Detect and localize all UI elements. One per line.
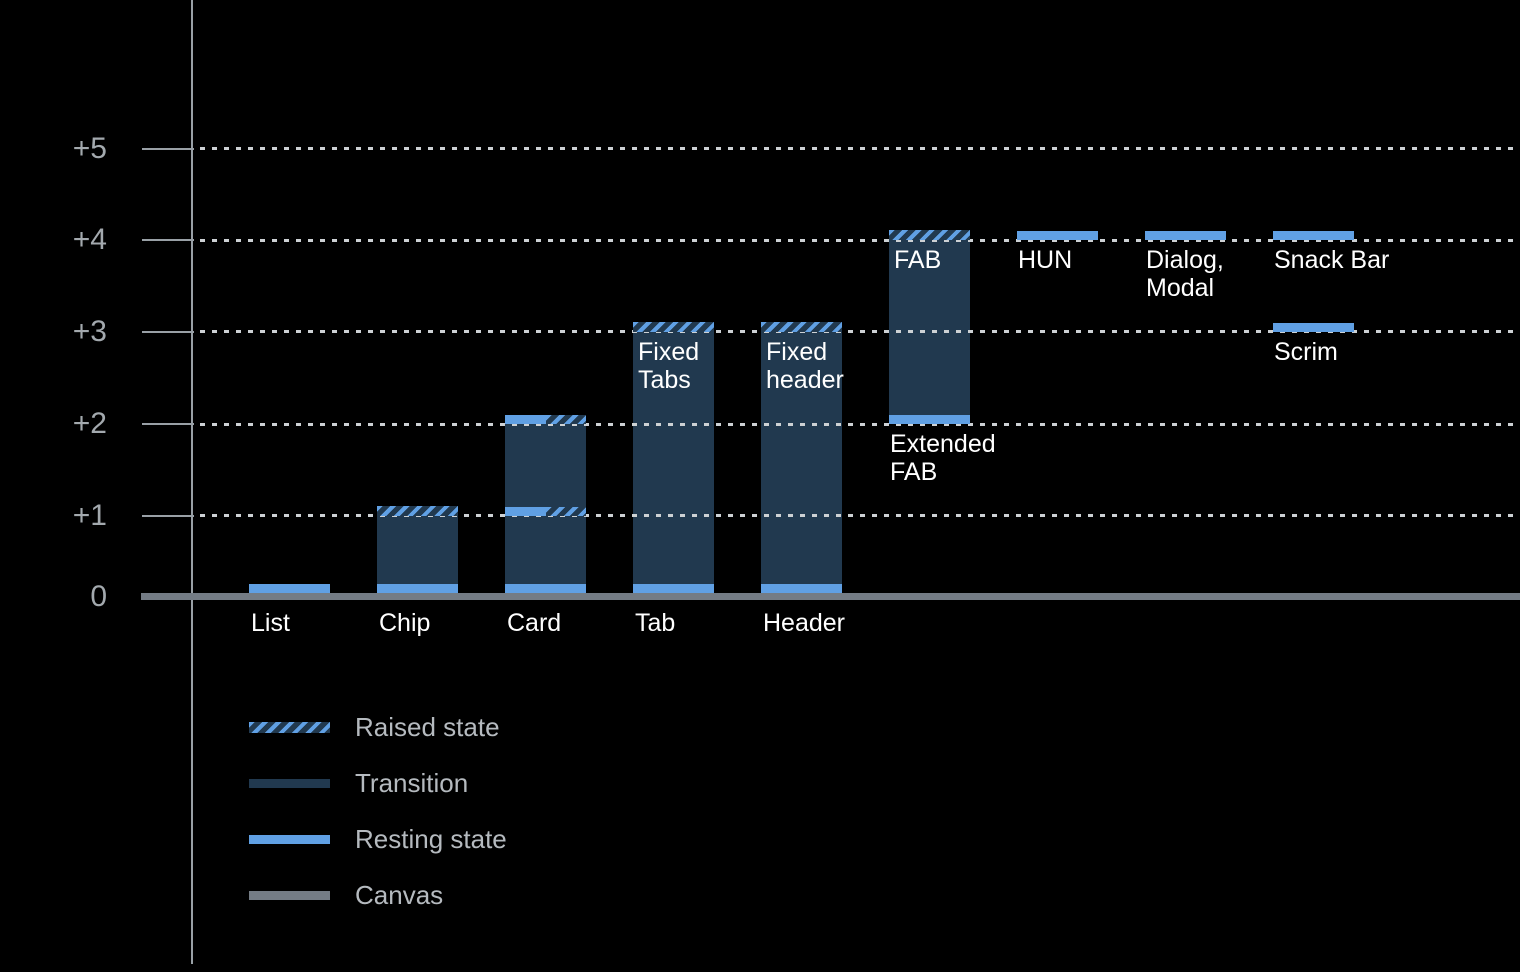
bar-dialog-modal-resting — [1145, 231, 1226, 240]
legend-label-resting: Resting state — [355, 823, 507, 854]
gridline-+1 — [200, 514, 1520, 517]
legend-label-raised: Raised state — [355, 711, 500, 742]
axis-tick-+1 — [142, 514, 194, 517]
canvas-baseline — [141, 593, 1520, 600]
bar-list-resting — [249, 584, 330, 593]
bar-label-line: Fixed — [638, 337, 700, 366]
bar-label-line: Scrim — [1274, 337, 1338, 366]
legend-label-transition: Transition — [355, 767, 469, 798]
bar-header-transition — [761, 331, 842, 584]
bar-fab-transition — [889, 240, 970, 415]
bar-label-line: FAB — [890, 458, 938, 486]
bar-label-line: Tabs — [638, 365, 691, 394]
legend-swatch-transition — [249, 778, 330, 788]
legend-item-canvas: Canvas — [249, 880, 443, 910]
axis-tick-+2 — [142, 423, 194, 425]
bar-label-tab: Tab — [635, 609, 675, 637]
axis-tick-+3 — [142, 330, 194, 333]
bar-label-fab: Extended FAB — [890, 430, 996, 486]
bar-label-card: Card — [507, 609, 561, 637]
bar-hun-resting — [1017, 231, 1098, 240]
axis-label-0: 0 — [90, 580, 107, 613]
bar-card-transition — [505, 515, 586, 584]
bar-label-dialog-modal: Dialog, Modal — [1146, 246, 1224, 302]
bar-chip-resting — [377, 584, 458, 593]
gridline-+2 — [200, 422, 1520, 426]
bar-fab-resting — [889, 415, 970, 424]
bar-label-chip: Chip — [379, 609, 430, 637]
bar-chip-raised — [377, 505, 458, 516]
bar-label-header: Fixed header — [766, 338, 844, 394]
bar-label-line: FAB — [894, 246, 942, 274]
gridline-+3 — [200, 330, 1520, 333]
bar-tab-raised — [633, 321, 714, 332]
legend-item-resting: Resting state — [249, 824, 507, 854]
bar-label-line: Extended — [890, 430, 996, 458]
bar-card-transition — [505, 424, 586, 507]
y-axis-line — [191, 0, 193, 964]
bar-snack-bar-resting — [1273, 231, 1354, 240]
gridline-+5 — [200, 147, 1520, 150]
bar-label-line: Tab — [635, 609, 676, 637]
bar-label-tab: Fixed Tabs — [638, 338, 699, 394]
legend-swatch-resting — [249, 834, 330, 844]
bar-label-snack-bar: Snack Bar — [1274, 246, 1389, 274]
bar-label-line: HUN — [1018, 246, 1073, 274]
legend-swatch-raised — [249, 721, 330, 733]
legend-label-canvas: Canvas — [355, 879, 444, 910]
bar-label-line: header — [766, 365, 844, 394]
bar-label-hun: HUN — [1018, 246, 1072, 274]
bar-header-raised — [761, 321, 842, 332]
legend-item-raised: Raised state — [249, 712, 500, 742]
bar-card-raised-l1 — [546, 506, 586, 516]
axis-tick-+4 — [142, 239, 194, 241]
bar-tab-resting — [633, 584, 714, 593]
bar-label-line: Chip — [379, 609, 431, 637]
bar-label-list: List — [251, 609, 290, 637]
axis-label-+5: +5 — [72, 131, 107, 165]
bar-label-scrim: Scrim — [1274, 338, 1338, 366]
legend-item-transition: Transition — [249, 768, 468, 798]
axis-label-+4: +4 — [72, 223, 107, 256]
bar-card-resting-l2 — [505, 415, 546, 424]
axis-label-+3: +3 — [72, 314, 107, 348]
bar-label-header: Header — [763, 609, 845, 637]
bar-fab-raised — [889, 230, 970, 240]
bar-label-line: Fixed — [766, 337, 828, 366]
bar-chip-transition — [377, 515, 458, 584]
bar-tab-transition — [633, 331, 714, 584]
bar-label-fab: FAB — [894, 246, 941, 274]
axis-tick-+5 — [142, 147, 194, 150]
gridline-+4 — [200, 238, 1520, 242]
legend-swatch-canvas — [249, 890, 330, 900]
bar-label-line: Modal — [1146, 274, 1215, 302]
axis-label-+1: +1 — [72, 498, 107, 532]
bar-label-line: List — [251, 609, 290, 637]
bar-label-line: Header — [763, 609, 845, 637]
bar-card-raised-l2 — [546, 415, 586, 424]
axis-label-+2: +2 — [72, 407, 107, 440]
bar-scrim-resting — [1273, 322, 1354, 332]
bar-card-resting — [505, 584, 586, 593]
bar-label-line: Dialog, — [1146, 246, 1224, 274]
bar-label-line: Card — [507, 609, 562, 637]
bar-label-line: Snack Bar — [1274, 246, 1390, 274]
bar-header-resting — [761, 584, 842, 593]
bar-card-resting-l1 — [505, 506, 546, 516]
